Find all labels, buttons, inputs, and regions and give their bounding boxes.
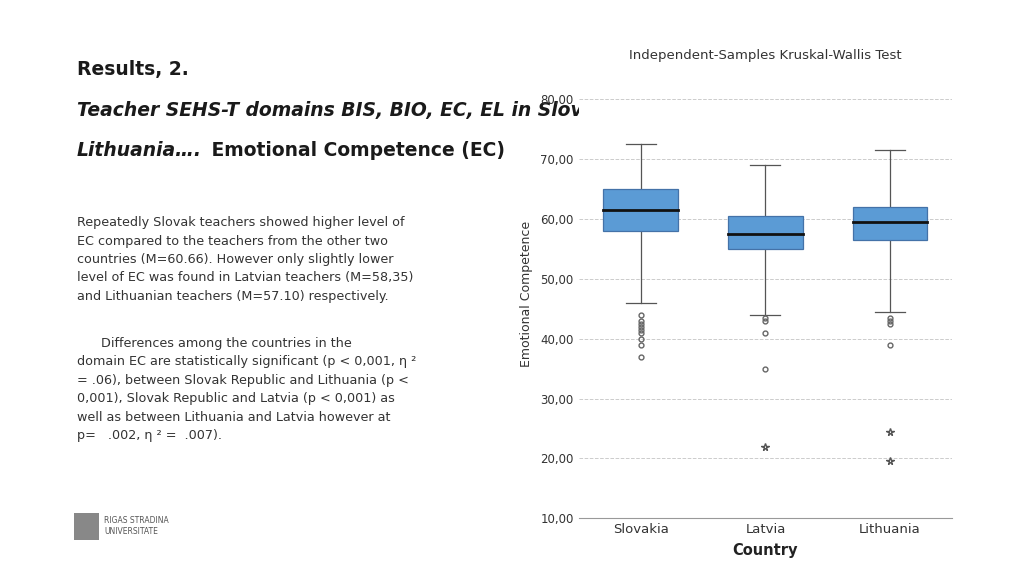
Text: Lithuania….: Lithuania…. — [77, 141, 202, 160]
Y-axis label: Emotional Competence: Emotional Competence — [520, 221, 534, 367]
Text: Differences among the countries in the
domain EC are statistically significant (: Differences among the countries in the d… — [77, 337, 416, 442]
Bar — [74, 513, 99, 540]
Bar — [728, 216, 803, 249]
Text: Emotional Competence (EC): Emotional Competence (EC) — [205, 141, 505, 160]
Title: Independent-Samples Kruskal-Wallis Test: Independent-Samples Kruskal-Wallis Test — [629, 50, 902, 62]
X-axis label: Country: Country — [733, 543, 798, 558]
Text: Teacher SEHS-T domains BIS, BIO, EC, EL in Slovak Republic, Latvia,: Teacher SEHS-T domains BIS, BIO, EC, EL … — [77, 101, 791, 120]
Bar — [853, 207, 928, 240]
Text: RIGAS STRADINA
UNIVERSITATE: RIGAS STRADINA UNIVERSITATE — [104, 516, 169, 536]
Text: o: o — [804, 84, 810, 93]
Bar — [603, 189, 678, 231]
Text: Repeatedly Slovak teachers showed higher level of
EC compared to the teachers fr: Repeatedly Slovak teachers showed higher… — [77, 216, 413, 303]
Text: Results, 2.: Results, 2. — [77, 60, 188, 79]
